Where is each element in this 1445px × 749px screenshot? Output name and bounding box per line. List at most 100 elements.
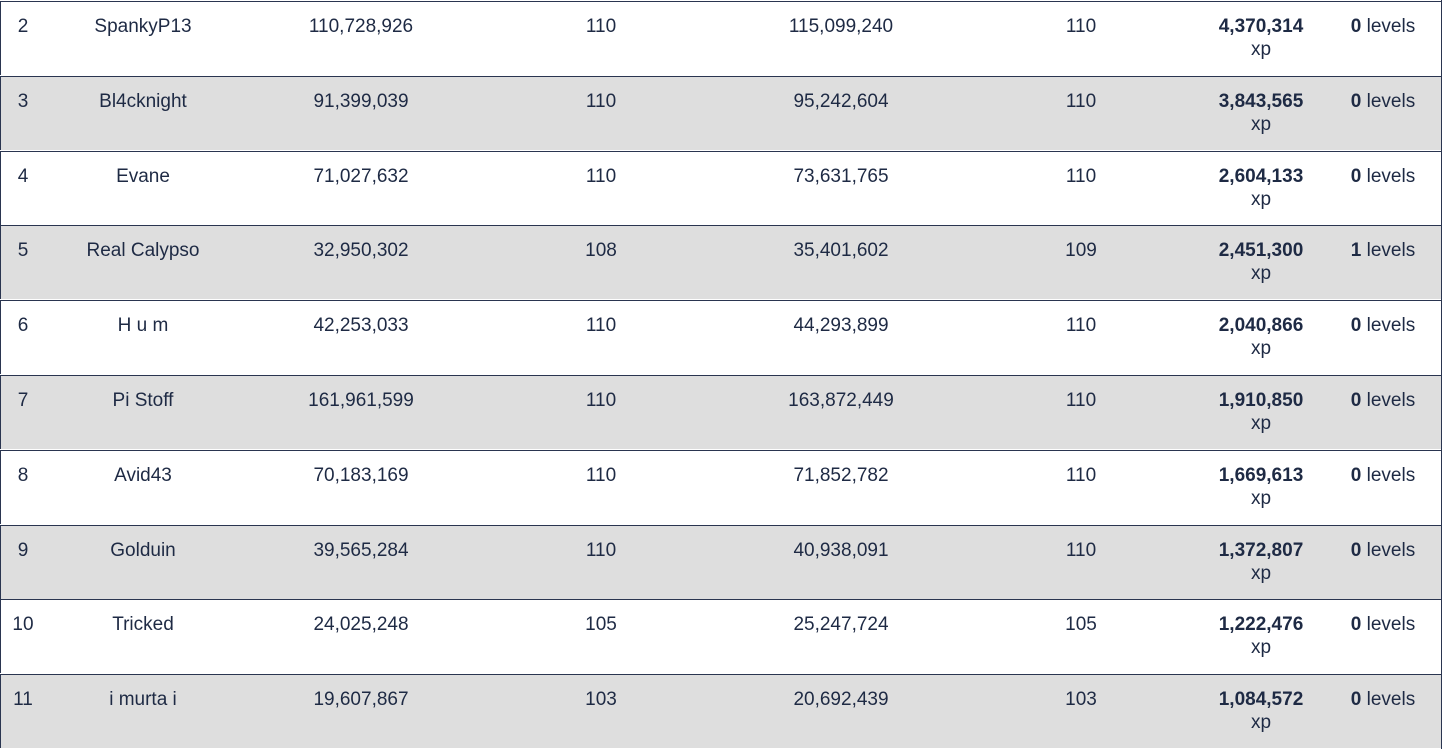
rank-cell: 2 xyxy=(17,16,29,37)
levels-unit: levels xyxy=(1366,91,1416,112)
start-xp-cell: 24,025,248 xyxy=(313,614,409,635)
rank-cell: 4 xyxy=(17,166,29,187)
table-row: 8 Avid43 70,183,169 110 71,852,782 110 1… xyxy=(0,450,1441,524)
start-level-cell: 105 xyxy=(585,614,617,635)
rank-cell: 5 xyxy=(17,240,29,261)
levels-gained-value: 0 xyxy=(1350,315,1362,336)
table-row: 4 Evane 71,027,632 110 73,631,765 110 2,… xyxy=(0,151,1441,225)
levels-unit: levels xyxy=(1366,614,1416,635)
xp-gained-value: 2,040,866 xyxy=(1218,315,1304,336)
levels-unit: levels xyxy=(1366,689,1416,710)
end-xp-cell: 20,692,439 xyxy=(793,689,889,710)
xp-gained-cell: 2,451,300 xp xyxy=(1201,239,1321,285)
xp-gained-cell: 3,843,565 xp xyxy=(1201,90,1321,136)
xp-unit: xp xyxy=(1250,263,1272,284)
end-level-cell: 109 xyxy=(1065,240,1097,261)
levels-gained-value: 1 xyxy=(1350,240,1362,261)
levels-gained-value: 0 xyxy=(1350,540,1362,561)
xp-unit: xp xyxy=(1250,189,1272,210)
start-level-cell: 110 xyxy=(585,166,617,187)
levels-gained-value: 0 xyxy=(1350,689,1362,710)
end-xp-cell: 73,631,765 xyxy=(793,166,889,187)
table-row: 10 Tricked 24,025,248 105 25,247,724 105… xyxy=(0,599,1441,673)
end-xp-cell: 25,247,724 xyxy=(793,614,889,635)
start-level-cell: 108 xyxy=(585,240,617,261)
end-level-cell: 110 xyxy=(1065,315,1097,336)
xp-unit: xp xyxy=(1250,39,1272,60)
end-xp-cell: 40,938,091 xyxy=(793,540,889,561)
xp-gained-cell: 2,604,133 xp xyxy=(1201,165,1321,211)
xp-gained-cell: 2,040,866 xp xyxy=(1201,314,1321,360)
player-name-cell: i murta i xyxy=(109,689,177,710)
levels-unit: levels xyxy=(1366,166,1416,187)
levels-gained-value: 0 xyxy=(1350,16,1362,37)
levels-gained-value: 0 xyxy=(1350,91,1362,112)
table-row: 5 Real Calypso 32,950,302 108 35,401,602… xyxy=(0,225,1441,299)
end-level-cell: 110 xyxy=(1065,166,1097,187)
start-level-cell: 110 xyxy=(585,16,617,37)
table-row: 11 i murta i 19,607,867 103 20,692,439 1… xyxy=(0,674,1441,748)
player-name-cell: Golduin xyxy=(110,540,176,561)
table-row: 7 Pi Stoff 161,961,599 110 163,872,449 1… xyxy=(0,375,1441,449)
levels-gained-value: 0 xyxy=(1350,465,1362,486)
start-xp-cell: 161,961,599 xyxy=(308,390,414,411)
xp-unit: xp xyxy=(1250,637,1272,658)
xp-gained-value: 1,910,850 xyxy=(1218,390,1304,411)
xp-unit: xp xyxy=(1250,338,1272,359)
rank-cell: 7 xyxy=(17,390,29,411)
start-xp-cell: 39,565,284 xyxy=(313,540,409,561)
xp-gained-value: 1,084,572 xyxy=(1218,689,1304,710)
table-row: 2 SpankyP13 110,728,926 110 115,099,240 … xyxy=(0,1,1441,75)
end-xp-cell: 163,872,449 xyxy=(788,390,894,411)
xp-gained-value: 1,372,807 xyxy=(1218,540,1304,561)
end-xp-cell: 44,293,899 xyxy=(793,315,889,336)
start-level-cell: 103 xyxy=(585,689,617,710)
xp-gained-value: 4,370,314 xyxy=(1218,16,1304,37)
levels-gained-value: 0 xyxy=(1350,390,1362,411)
table-row: 3 Bl4cknight 91,399,039 110 95,242,604 1… xyxy=(0,76,1441,150)
levels-unit: levels xyxy=(1366,240,1416,261)
xp-gained-cell: 1,910,850 xp xyxy=(1201,389,1321,435)
start-xp-cell: 70,183,169 xyxy=(313,465,409,486)
end-level-cell: 110 xyxy=(1065,390,1097,411)
rank-cell: 9 xyxy=(17,540,29,561)
end-level-cell: 110 xyxy=(1065,540,1097,561)
end-level-cell: 105 xyxy=(1065,614,1097,635)
player-name-cell: Bl4cknight xyxy=(99,91,187,112)
end-level-cell: 103 xyxy=(1065,689,1097,710)
end-xp-cell: 95,242,604 xyxy=(793,91,889,112)
levels-gained-value: 0 xyxy=(1350,614,1362,635)
levels-gained-cell: 0 levels xyxy=(1331,390,1435,412)
player-name-cell: Tricked xyxy=(112,614,174,635)
levels-gained-cell: 0 levels xyxy=(1331,465,1435,487)
start-xp-cell: 91,399,039 xyxy=(313,91,409,112)
levels-gained-cell: 0 levels xyxy=(1331,91,1435,113)
start-xp-cell: 71,027,632 xyxy=(313,166,409,187)
start-level-cell: 110 xyxy=(585,540,617,561)
xp-gained-cell: 4,370,314 xp xyxy=(1201,15,1321,61)
xp-unit: xp xyxy=(1250,413,1272,434)
rank-cell: 8 xyxy=(17,465,29,486)
start-level-cell: 110 xyxy=(585,465,617,486)
start-level-cell: 110 xyxy=(585,315,617,336)
xp-unit: xp xyxy=(1250,114,1272,135)
xp-gained-cell: 1,084,572 xp xyxy=(1201,688,1321,734)
levels-unit: levels xyxy=(1366,16,1416,37)
start-xp-cell: 19,607,867 xyxy=(313,689,409,710)
levels-gained-cell: 0 levels xyxy=(1331,689,1435,711)
xp-unit: xp xyxy=(1250,563,1272,584)
levels-gained-cell: 1 levels xyxy=(1331,240,1435,262)
rank-cell: 6 xyxy=(17,315,29,336)
end-xp-cell: 35,401,602 xyxy=(793,240,889,261)
start-level-cell: 110 xyxy=(585,91,617,112)
xp-gained-value: 1,669,613 xyxy=(1218,465,1304,486)
levels-gained-cell: 0 levels xyxy=(1331,614,1435,636)
xp-unit: xp xyxy=(1250,488,1272,509)
player-name-cell: Evane xyxy=(116,166,170,187)
levels-gained-cell: 0 levels xyxy=(1331,315,1435,337)
levels-gained-value: 0 xyxy=(1350,166,1362,187)
xp-gained-cell: 1,669,613 xp xyxy=(1201,464,1321,510)
levels-unit: levels xyxy=(1366,540,1416,561)
rank-cell: 11 xyxy=(13,689,33,710)
